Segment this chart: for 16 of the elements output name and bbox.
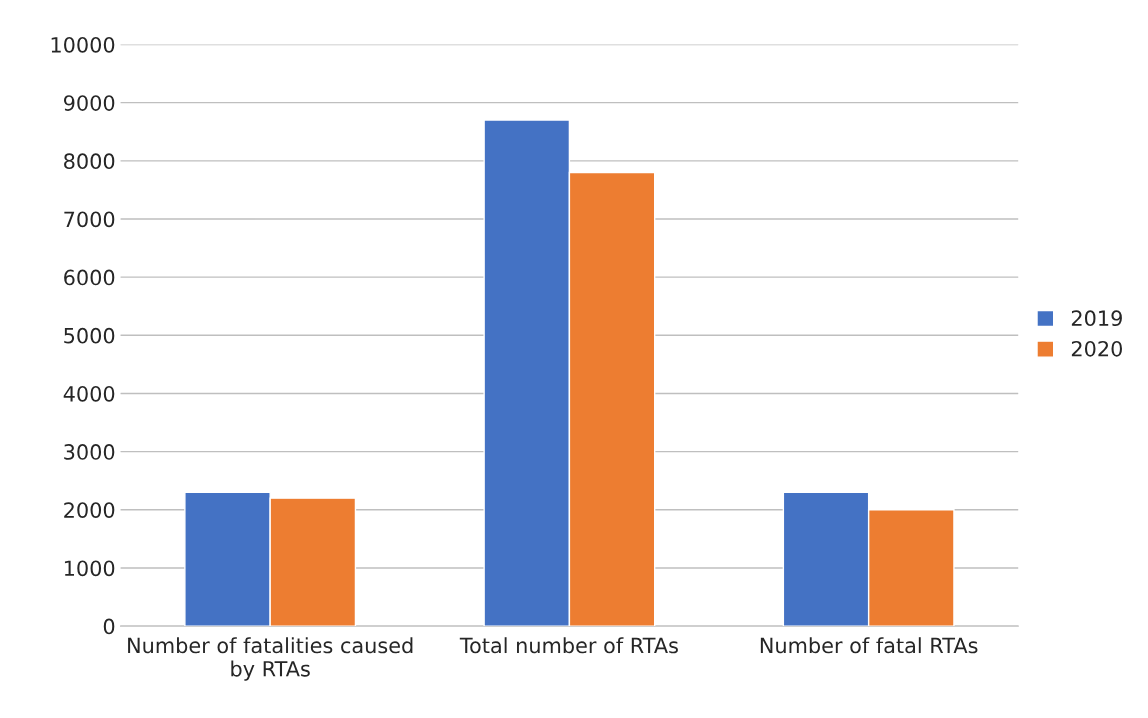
- x-tick-label: Number of fatalities caused by RTAs: [128, 637, 413, 681]
- y-tick-label: 1000: [64, 560, 115, 577]
- y-tick-label: 0: [103, 618, 115, 635]
- legend-label: 2020: [1071, 340, 1122, 357]
- y-tick-label: 3000: [64, 444, 115, 460]
- y-tick-label: 8000: [64, 153, 115, 170]
- x-tick-label: Total number of RTAs: [459, 637, 678, 654]
- y-tick-label: 7000: [64, 211, 115, 228]
- y-tick-label: 9000: [63, 95, 115, 111]
- legend-label: 2019: [1071, 310, 1122, 327]
- y-tick-label: 6000: [64, 269, 115, 286]
- x-tick-label: Number of fatal RTAs: [760, 637, 978, 654]
- y-tick-label: 2000: [64, 502, 115, 518]
- y-tick-label: 5000: [64, 327, 115, 344]
- y-tick-label: 10000: [51, 36, 115, 53]
- y-tick-label: 4000: [63, 385, 115, 402]
